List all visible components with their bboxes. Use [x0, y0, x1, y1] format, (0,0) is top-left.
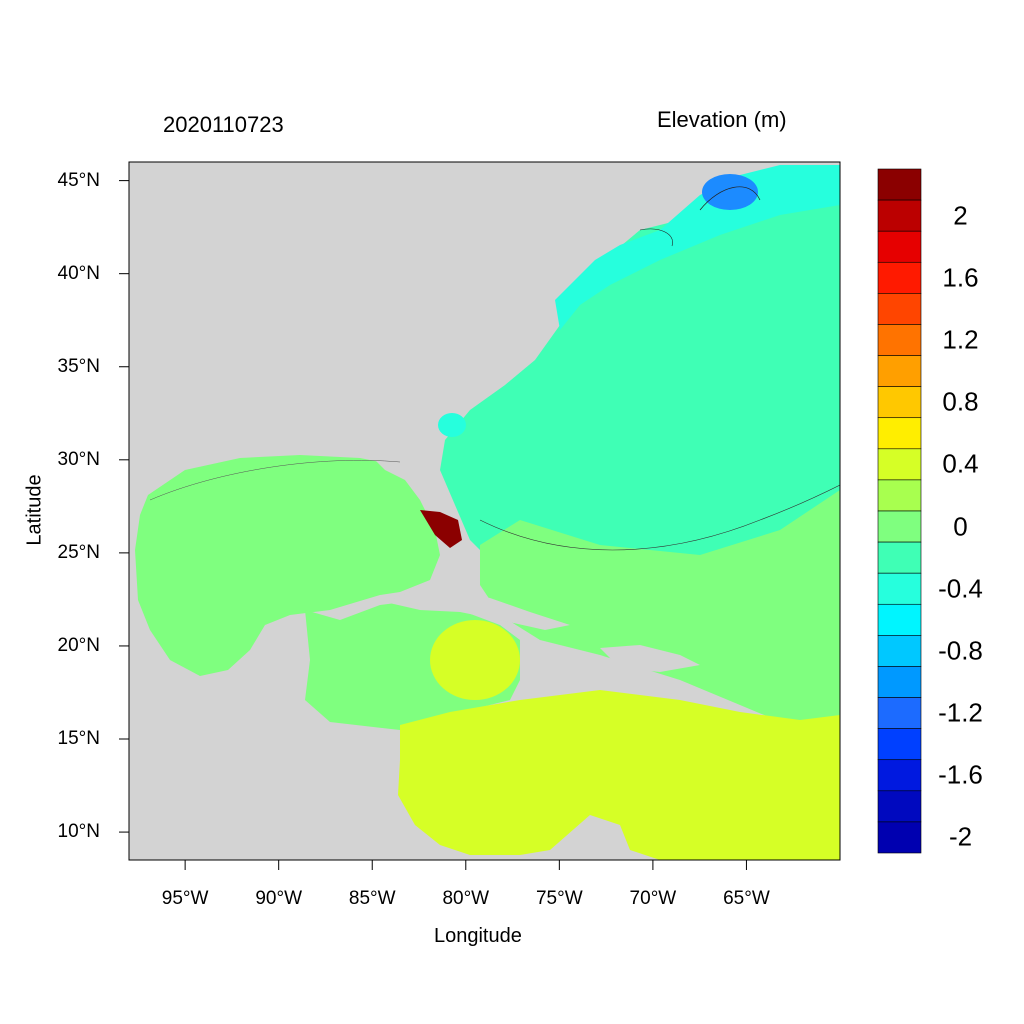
- colorbar-swatch: [877, 728, 922, 761]
- timestamp-title: 2020110723: [163, 112, 284, 137]
- y-tick-label: 15°N: [57, 728, 100, 749]
- colorbar-label: 0: [953, 511, 968, 542]
- y-axis-title: Latitude: [23, 474, 46, 546]
- colorbar-label: -1.6: [938, 759, 983, 790]
- y-tick-label: 20°N: [57, 634, 100, 656]
- x-tick-label: 80°W: [442, 888, 490, 909]
- colorbar-label: 1.2: [942, 324, 979, 355]
- colorbar-label: -0.4: [938, 573, 983, 604]
- y-tick-label: 40°N: [57, 262, 100, 284]
- colorbar-swatch: [877, 821, 922, 854]
- colorbar-label: 1.6: [942, 262, 979, 293]
- colorbar-swatch: [877, 541, 922, 574]
- map-frame: [128, 161, 841, 861]
- colorbar-swatch: [877, 759, 922, 792]
- x-tick-label: 95°W: [161, 888, 209, 909]
- x-tick-label: 65°W: [723, 888, 770, 909]
- subtropical-atlantic: [480, 490, 840, 730]
- x-tick-label: 90°W: [255, 888, 303, 909]
- colorbar-label: 0.4: [942, 448, 979, 479]
- colorbar-label: -0.8: [938, 635, 983, 666]
- colorbar-swatch: [877, 603, 922, 636]
- cuba-island: [385, 590, 570, 630]
- colorbar-label: -1.2: [938, 697, 983, 728]
- colorbar-swatch: [877, 790, 922, 823]
- colorbar-swatch: [877, 261, 922, 294]
- northern-shelf: [555, 165, 840, 330]
- y-tick-label: 10°N: [57, 821, 100, 843]
- colorbar-swatch: [877, 168, 922, 201]
- atlantic-ocean: [440, 195, 840, 615]
- hispaniola-island: [600, 645, 700, 672]
- eastern-caribbean: [398, 690, 840, 860]
- colorbar-swatch: [877, 510, 922, 543]
- x-axis-title: Longitude: [434, 925, 522, 947]
- colorbar: [877, 168, 922, 854]
- y-tick-label: 25°N: [57, 541, 100, 563]
- colorbar-swatch: [877, 386, 922, 419]
- colorbar-swatch: [877, 324, 922, 356]
- colorbar-swatch: [877, 417, 922, 450]
- x-tick-label: 75°W: [535, 888, 583, 909]
- colorbar-label: 2: [953, 200, 968, 231]
- colorbar-swatch: [877, 666, 922, 698]
- carolina-shelf: [438, 413, 466, 437]
- colorbar-label: -2: [948, 821, 973, 852]
- contour-line-2: [149, 460, 401, 501]
- y-tick-label: 45°N: [57, 169, 100, 191]
- contour-line-3: [699, 186, 761, 211]
- y-tick-label: 30°N: [57, 448, 100, 470]
- colorbar-swatch: [877, 199, 922, 232]
- contour-line-1: [479, 484, 840, 551]
- cuba-south-patch: [430, 620, 520, 700]
- florida-surge-zone: [420, 510, 462, 548]
- contour-line-4: [639, 228, 673, 247]
- x-tick-label: 85°W: [348, 888, 396, 909]
- colorbar-swatch: [877, 230, 922, 263]
- colorbar-swatch: [877, 479, 922, 512]
- x-tick-label: 70°W: [629, 888, 677, 909]
- gulf-of-maine-low: [702, 174, 758, 210]
- colorbar-swatch: [877, 355, 922, 387]
- colorbar-swatch: [877, 572, 922, 605]
- colorbar-swatch: [877, 697, 922, 729]
- colorbar-swatch: [877, 293, 922, 325]
- colorbar-swatch: [877, 635, 922, 667]
- map-plot-area: [129, 162, 840, 860]
- colorbar-label: 0.8: [942, 386, 979, 417]
- variable-title: Elevation (m): [657, 107, 787, 132]
- y-tick-label: 35°N: [57, 355, 100, 377]
- gulf-of-mexico: [135, 455, 440, 676]
- tick-marks: [119, 180, 747, 870]
